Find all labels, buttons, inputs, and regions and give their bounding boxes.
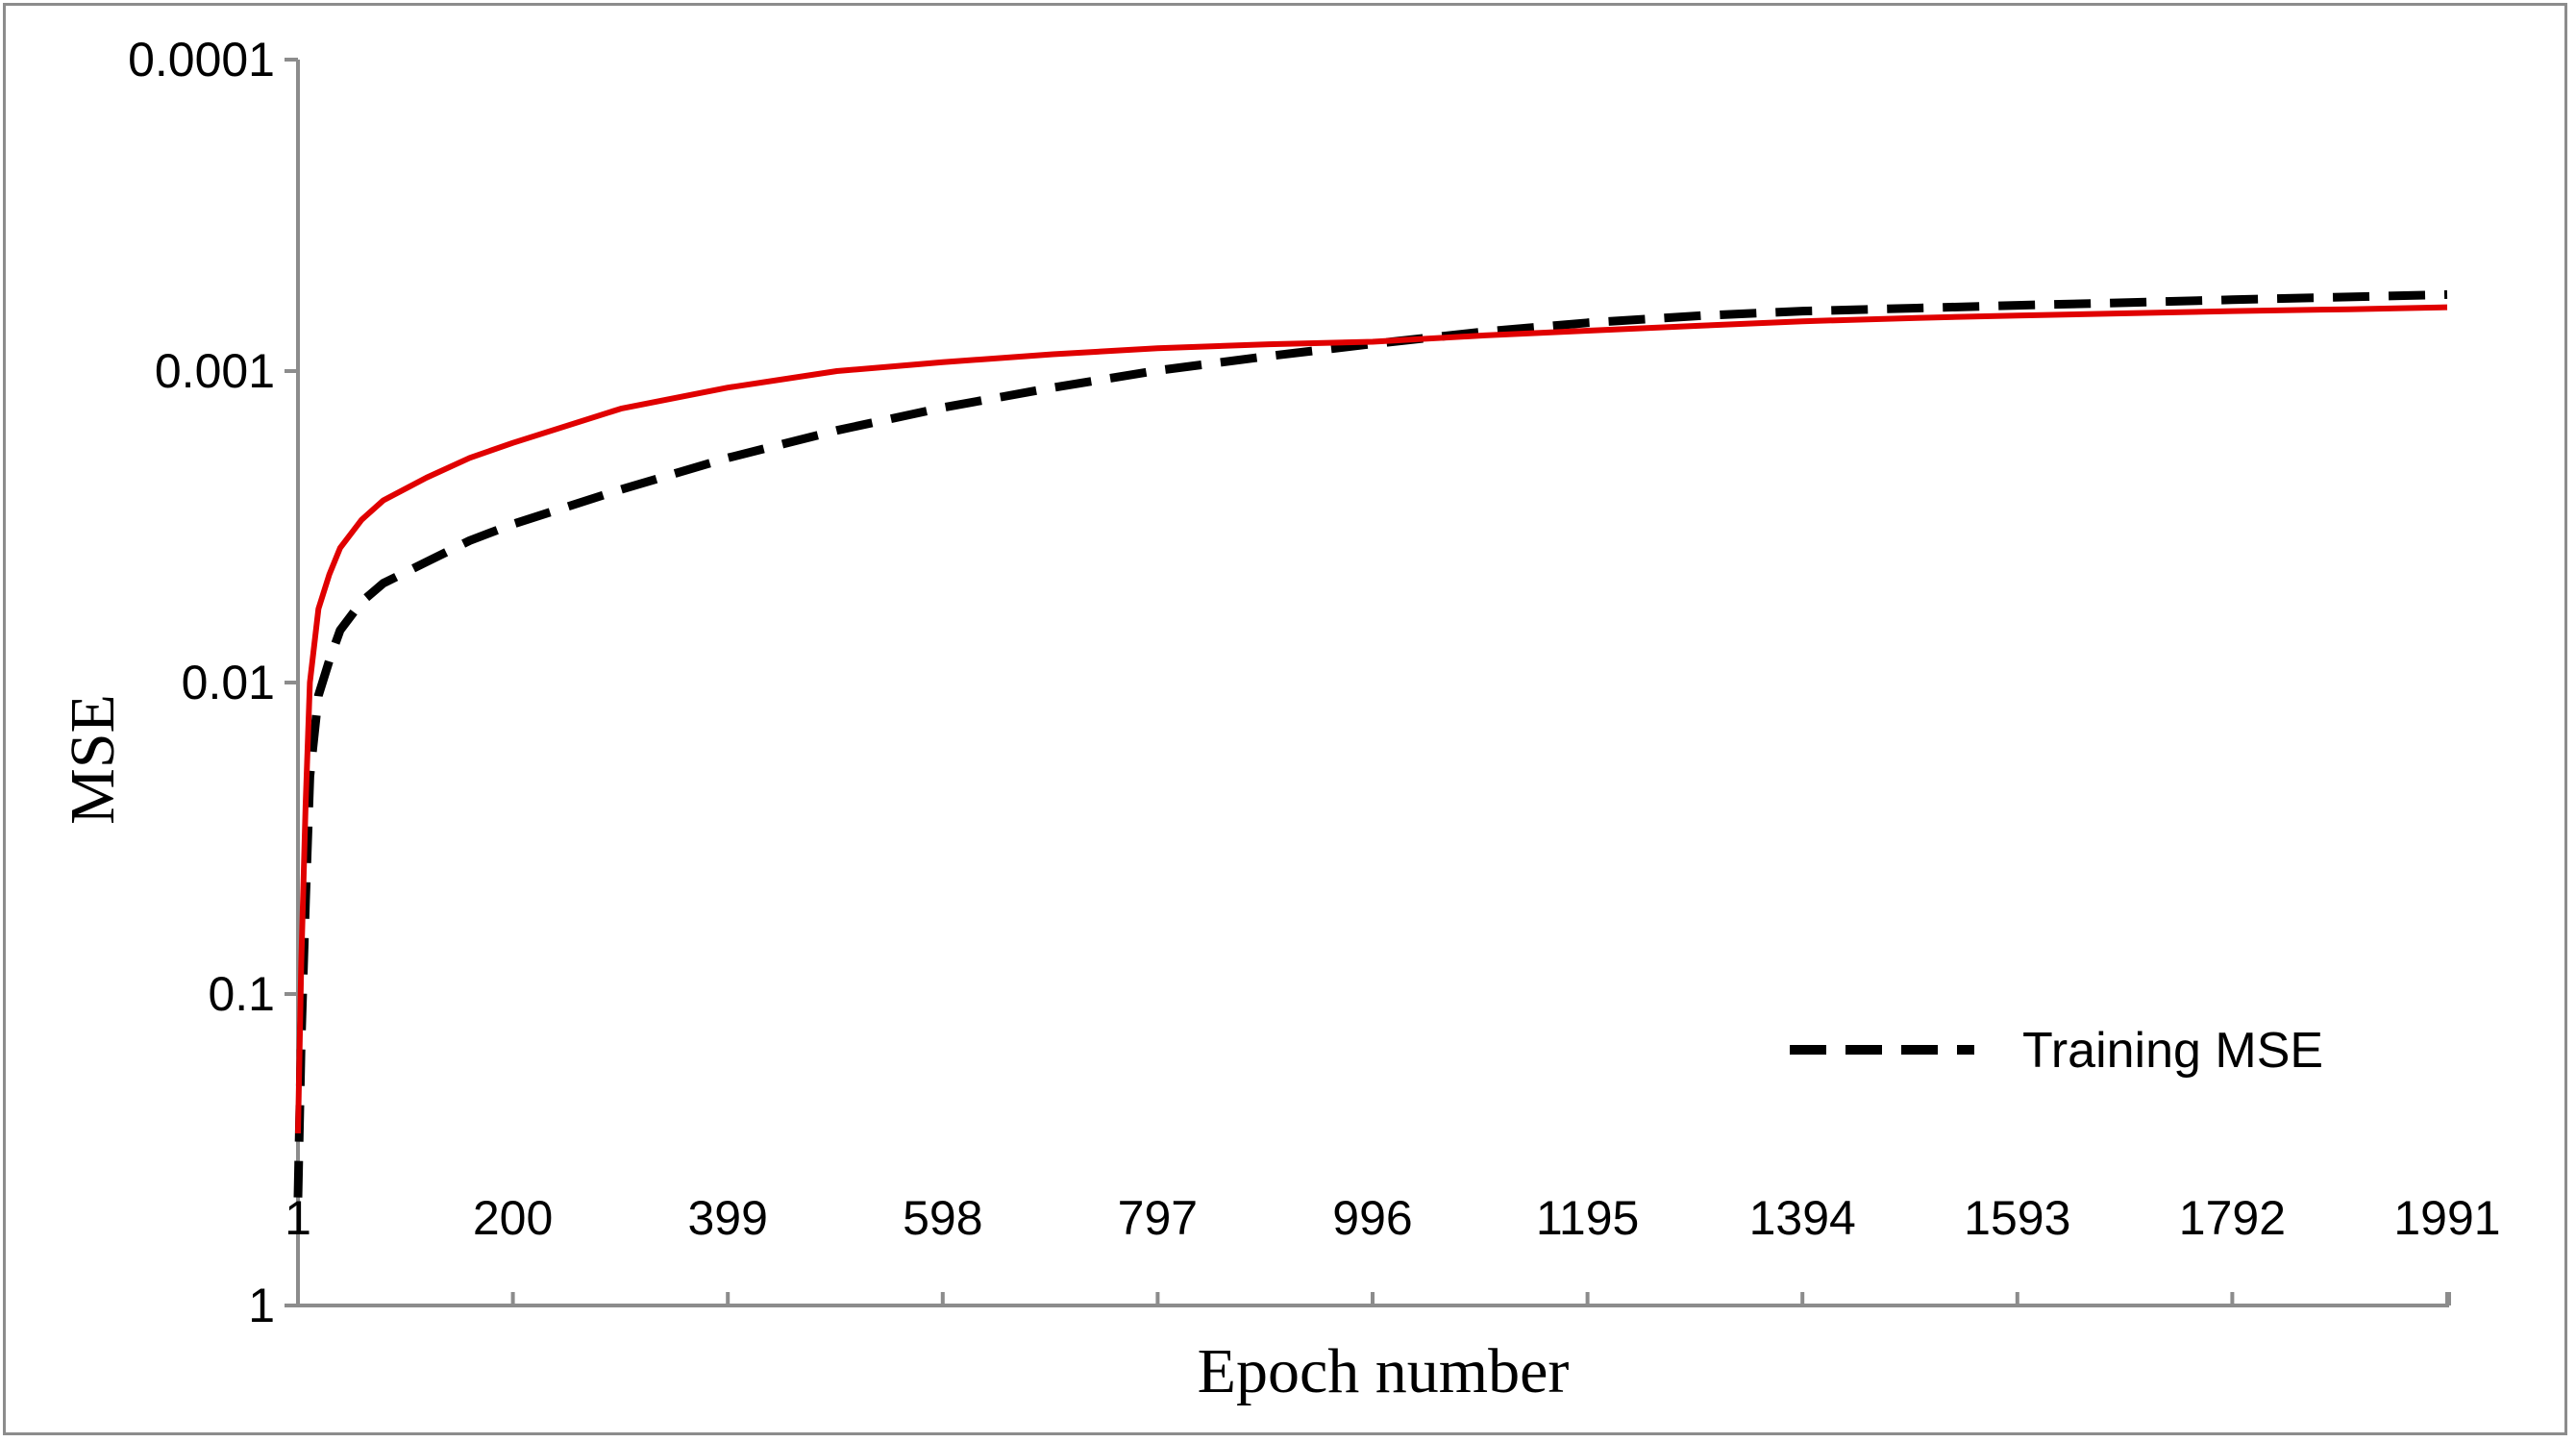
x-tick-label: 1394	[1749, 1191, 1856, 1245]
x-tick-label: 1593	[1964, 1191, 2070, 1245]
series-line-red	[295, 304, 2448, 1133]
chart-frame	[3, 3, 2567, 1435]
y-axis-title: MSE	[58, 694, 128, 825]
y-tick-label: 0.0001	[128, 33, 275, 87]
y-tick-label: 0.001	[155, 344, 275, 398]
y-tick-label: 0.1	[208, 967, 275, 1021]
x-tick-label: 1195	[1536, 1191, 1640, 1245]
axes	[296, 60, 2449, 1307]
x-tick-label: 598	[903, 1191, 982, 1245]
x-tick-label: 1792	[2179, 1191, 2286, 1245]
x-axis-title: Epoch number	[1198, 1336, 1570, 1406]
legend-label-training-mse: Training MSE	[2022, 1023, 2323, 1079]
y-ticks: 0.0001 0.001 0.01 0.1 1	[128, 33, 298, 1332]
y-tick-label: 1	[248, 1279, 275, 1332]
x-tick-label: 399	[687, 1191, 767, 1245]
x-tick-label: 1	[285, 1191, 311, 1245]
x-tick-label: 1991	[2393, 1191, 2500, 1245]
legend: Training MSE	[1790, 1023, 2323, 1079]
x-tick-label: 200	[473, 1191, 553, 1245]
y-tick-label: 0.01	[182, 656, 275, 709]
x-tick-label: 996	[1332, 1191, 1412, 1245]
x-ticks: 1 200 399 598 797 996 1195 1394 1593 1792 1991	[285, 1191, 2501, 1305]
series-line-training-mse	[293, 289, 2448, 1198]
series-group	[293, 289, 2448, 1198]
x-tick-label: 797	[1118, 1191, 1198, 1245]
